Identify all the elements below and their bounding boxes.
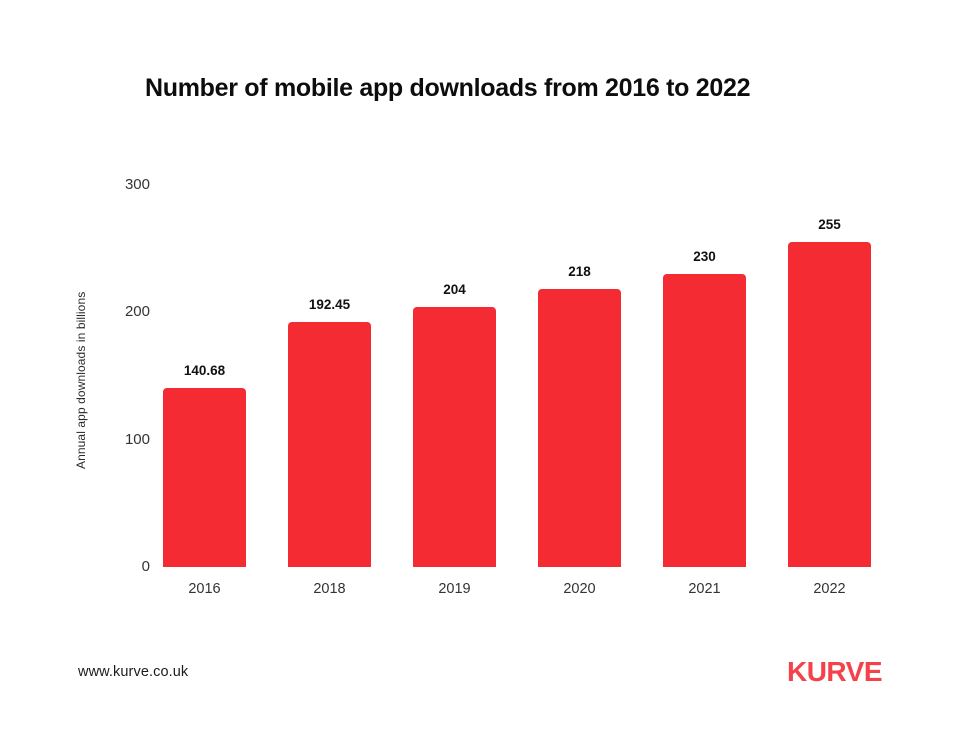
bar-2021[interactable]	[663, 274, 746, 567]
x-axis-tick-label: 2016	[188, 581, 221, 597]
bar-value-label: 192.45	[308, 296, 351, 312]
bar-2019[interactable]	[413, 307, 496, 567]
bar-value-label: 230	[693, 249, 716, 265]
chart-title: Number of mobile app downloads from 2016…	[145, 74, 751, 102]
x-axis-tick-label: 2020	[563, 581, 596, 597]
bar-value-label: 140.68	[183, 362, 226, 378]
y-axis-ticks: 300 200 100 0	[100, 0, 150, 750]
footer-url: www.kurve.co.uk	[78, 664, 189, 680]
bar-value-label: 218	[568, 264, 591, 280]
bar-2018[interactable]	[288, 321, 371, 567]
x-axis-tick-label: 2022	[813, 581, 846, 597]
x-axis-tick-label: 2021	[688, 581, 721, 597]
y-axis-tick-label: 100	[124, 430, 150, 448]
y-axis-tick-label: 300	[124, 176, 150, 193]
bar-value-label: 255	[818, 217, 841, 233]
y-axis-tick-label: 200	[124, 303, 150, 321]
brand-logo: KURVE	[786, 656, 883, 687]
y-axis-tick-label: 0	[141, 558, 150, 575]
bar-2022[interactable]	[788, 242, 871, 567]
x-axis-tick-label: 2018	[313, 581, 346, 597]
bar-value-label: 204	[443, 282, 466, 298]
bar-2020[interactable]	[538, 289, 621, 567]
x-axis-tick-label: 2019	[438, 581, 471, 597]
bar-2016[interactable]	[163, 387, 246, 567]
